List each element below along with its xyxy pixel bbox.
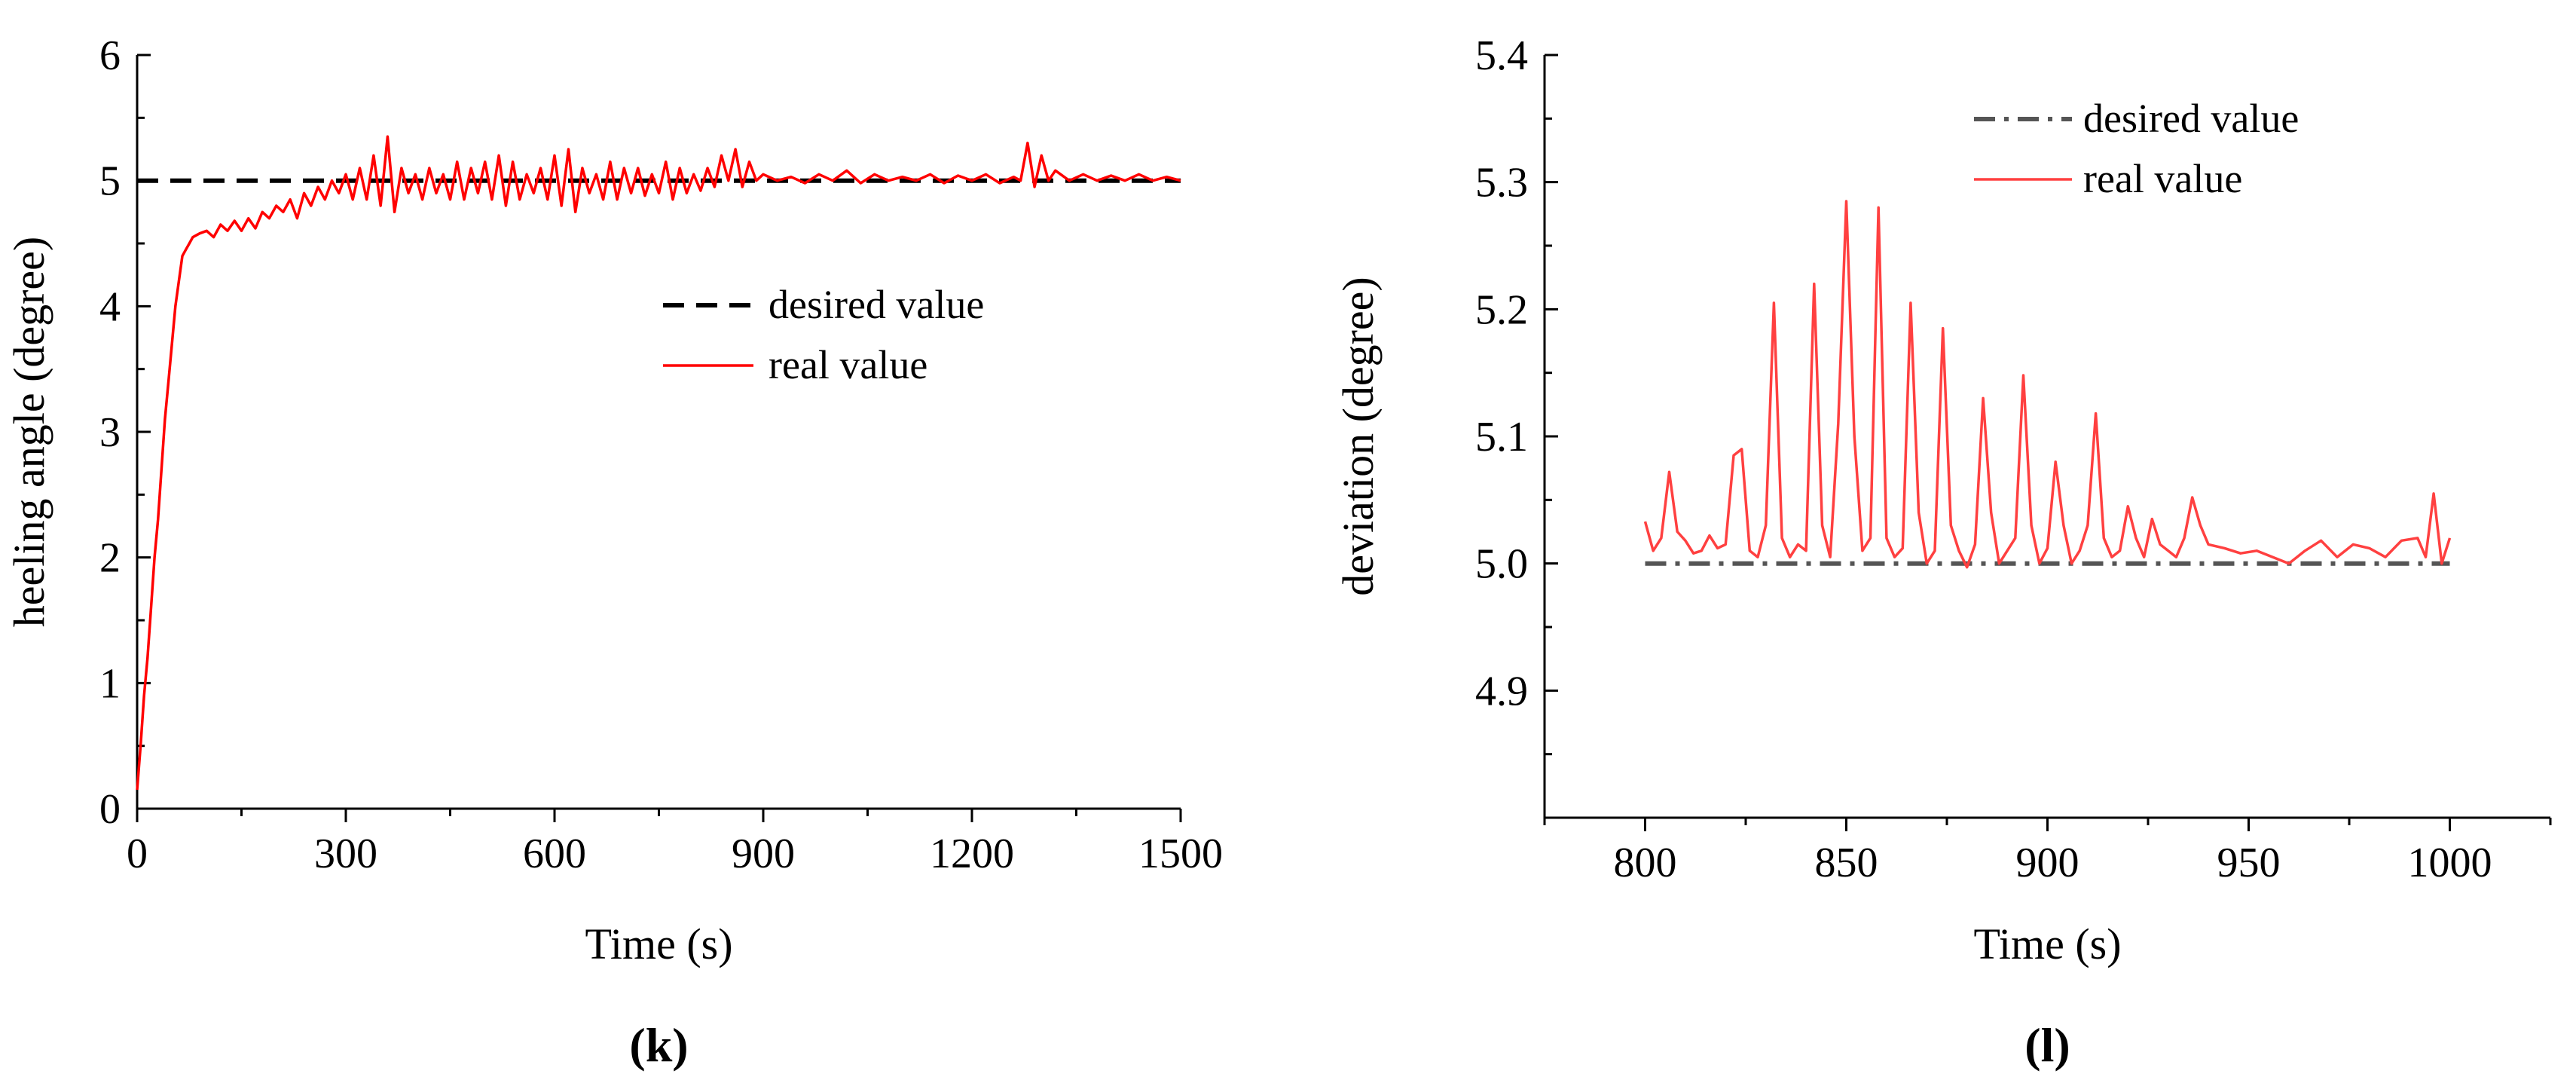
x-tick-label: 900 [732,831,795,877]
y-tick-label: 5.0 [1475,541,1528,588]
y-tick-label: 5.4 [1475,32,1528,79]
x-tick-label: 1500 [1138,831,1223,877]
legend-label: desired value [769,282,984,327]
x-tick-label: 900 [2016,840,2079,886]
legend-label: real value [2083,156,2242,201]
y-axis-title: deviation (degree) [1334,277,1383,596]
x-tick-label: 850 [1815,840,1878,886]
series-line-real-value [136,135,1181,791]
x-tick-label: 950 [2217,840,2281,886]
x-axis-title: Time (s) [585,919,732,968]
y-tick-label: 5.2 [1475,286,1528,333]
x-tick-label: 800 [1614,840,1677,886]
y-tick-label: 1 [99,660,121,707]
y-tick-label: 3 [99,409,121,456]
legend-label: desired value [2083,96,2299,141]
x-axis-title: Time (s) [1973,919,2121,968]
y-tick-label: 5.1 [1475,414,1528,460]
x-tick-label: 300 [314,831,377,877]
y-axis-title: heeling angle (degree) [5,237,53,628]
y-tick-label: 4 [99,283,121,330]
x-tick-label: 0 [127,831,148,877]
y-tick-label: 6 [99,32,121,79]
chart-panel-2: 800 850 900 950 1000 4.9 5.0 5.1 5.2 5.3 5.4 Time (… [1334,32,2552,1072]
y-tick-label: 0 [99,786,121,833]
legend-label: real value [769,342,927,387]
y-tick-label: 2 [99,535,121,582]
x-tick-label: 1000 [2408,840,2492,886]
series-line-real-value [1643,200,2452,569]
panel-label: (k) [629,1018,688,1072]
chart-panel-1: 0 300 600 900 1200 1500 0 1 2 3 4 5 6 Time (s) heeling… [5,32,1223,1072]
y-tick-label: 4.9 [1475,668,1528,714]
x-tick-label: 600 [523,831,586,877]
y-tick-label: 5 [99,158,121,205]
y-tick-label: 5.3 [1475,160,1528,207]
x-tick-label: 1200 [930,831,1014,877]
panel-label: (l) [2024,1018,2070,1072]
